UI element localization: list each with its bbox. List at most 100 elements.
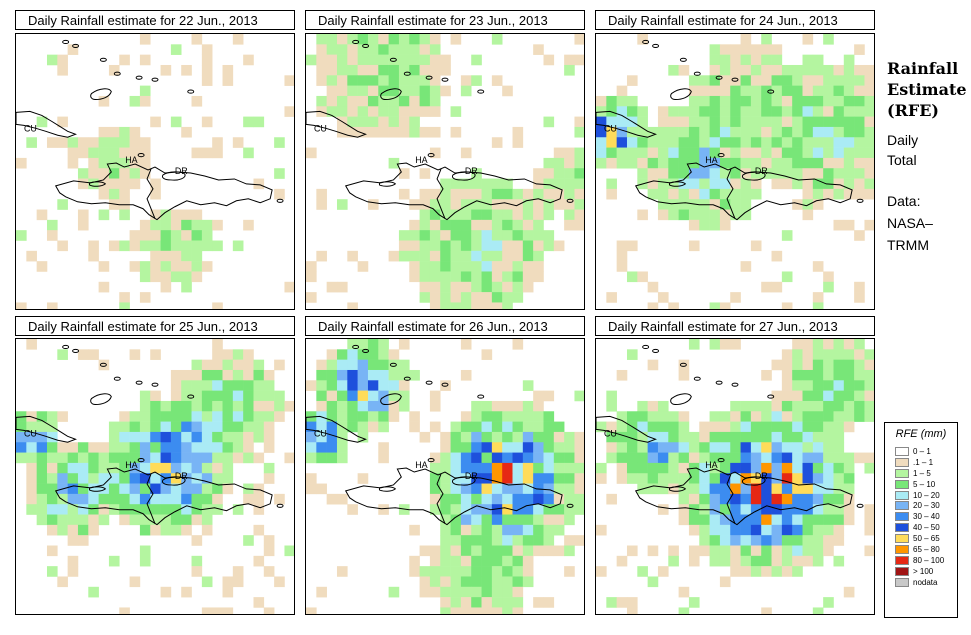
- rainfall-cell: [181, 380, 192, 391]
- rainfall-cell: [139, 240, 151, 252]
- rainfall-cell: [533, 452, 544, 464]
- rainfall-cell: [67, 483, 79, 495]
- rainfall-cell: [181, 421, 192, 433]
- rainfall-cell: [460, 292, 472, 303]
- rainfall-cell: [67, 473, 79, 484]
- rainfall-cell: [574, 219, 584, 231]
- rainfall-cell: [378, 380, 389, 391]
- rainfall-cell: [761, 168, 772, 179]
- legend-item: nodata: [895, 577, 957, 588]
- rainfall-cell: [750, 493, 762, 505]
- rainfall-cell: [833, 359, 845, 371]
- rainfall-cell: [36, 209, 48, 221]
- rainfall-cell: [771, 116, 783, 128]
- rainfall-cell: [36, 452, 48, 464]
- rainfall-cell: [512, 292, 524, 303]
- rainfall-cell: [740, 199, 752, 210]
- rainfall-cell: [88, 452, 99, 464]
- rainfall-cell: [512, 411, 524, 422]
- rainfall-cell: [812, 168, 824, 179]
- rainfall-cell: [709, 44, 721, 55]
- rainfall-cell: [699, 483, 710, 495]
- rainfall-cell: [802, 431, 814, 443]
- rainfall-cell: [129, 349, 141, 360]
- rainfall-cell: [409, 54, 420, 66]
- country-label-ha: HA: [125, 460, 137, 470]
- rainfall-cell: [792, 137, 803, 148]
- rainfall-cell: [533, 390, 544, 402]
- rainfall-cell: [543, 452, 555, 464]
- rainfall-cell: [232, 411, 244, 422]
- rainfall-cell: [709, 209, 721, 221]
- island-outline: [151, 77, 159, 82]
- rainfall-cell: [481, 493, 493, 505]
- rainfall-cell: [688, 452, 700, 464]
- rainfall-cell: [823, 359, 834, 371]
- rainfall-cell: [843, 75, 855, 86]
- rainfall-cell: [347, 95, 358, 107]
- legend-label: 1 – 5: [913, 468, 931, 478]
- rainfall-cell: [647, 137, 659, 148]
- rainfall-cell: [378, 95, 389, 107]
- rainfall-cell: [191, 431, 203, 443]
- island-outline: [767, 394, 775, 399]
- rainfall-cell: [471, 473, 482, 484]
- rainfall-cell: [512, 524, 524, 536]
- rainfall-cell: [626, 137, 638, 148]
- rainfall-cell: [398, 106, 410, 117]
- rainfall-cell: [771, 462, 783, 474]
- rainfall-cell: [409, 566, 420, 577]
- rainfall-cell: [740, 137, 752, 148]
- rainfall-cell: [792, 421, 803, 433]
- rainfall-cell: [347, 400, 358, 412]
- rainfall-cell: [491, 555, 503, 567]
- rainfall-cell: [119, 302, 130, 309]
- rainfall-cell: [761, 64, 772, 76]
- rainfall-cell: [823, 349, 834, 360]
- rainfall-cell: [201, 452, 213, 464]
- rainfall-cell: [833, 493, 845, 505]
- rainfall-cell: [181, 586, 192, 598]
- rainfall-cell: [637, 400, 648, 412]
- rainfall-cell: [843, 54, 855, 66]
- rainfall-cell: [26, 452, 37, 464]
- rainfall-cell: [77, 452, 89, 464]
- rainfall-cell: [181, 219, 192, 231]
- rainfall-cell: [823, 493, 834, 505]
- rainfall-cell: [450, 452, 462, 464]
- rainfall-cell: [543, 116, 555, 128]
- rainfall-cell: [77, 473, 89, 484]
- rainfall-cell: [460, 230, 472, 241]
- rainfall-cell: [471, 240, 482, 252]
- rainfall-cell: [139, 34, 151, 45]
- country-label-cu: CU: [314, 123, 327, 133]
- rainfall-cell: [347, 421, 358, 433]
- rainfall-cell: [699, 493, 710, 505]
- rainfall-cell: [823, 421, 834, 433]
- rainfall-cell: [336, 369, 348, 381]
- rainfall-cell: [812, 400, 824, 412]
- rainfall-cell: [450, 607, 462, 614]
- rainfall-cell: [502, 188, 513, 200]
- rainfall-cell: [398, 369, 410, 381]
- rainfall-cell: [709, 157, 721, 169]
- rainfall-cell: [57, 442, 68, 453]
- rainfall-cell: [823, 116, 834, 128]
- rainfall-cell: [440, 302, 451, 309]
- rainfall-cell: [191, 514, 203, 526]
- rainfall-cell: [730, 566, 741, 577]
- rainfall-cell: [771, 431, 783, 443]
- rainfall-cell: [98, 514, 110, 526]
- rainfall-cell: [460, 452, 472, 464]
- rainfall-cell: [46, 431, 58, 443]
- rainfall-cell: [668, 302, 679, 309]
- rainfall-cell: [657, 442, 669, 453]
- rainfall-cell: [212, 452, 223, 464]
- rainfall-cell: [730, 442, 741, 453]
- rainfall-cell: [657, 209, 669, 221]
- rainfall-cell: [450, 421, 462, 433]
- rainfall-cell: [409, 261, 420, 272]
- rainfall-cell: [326, 54, 338, 66]
- rainfall-cell: [553, 504, 565, 515]
